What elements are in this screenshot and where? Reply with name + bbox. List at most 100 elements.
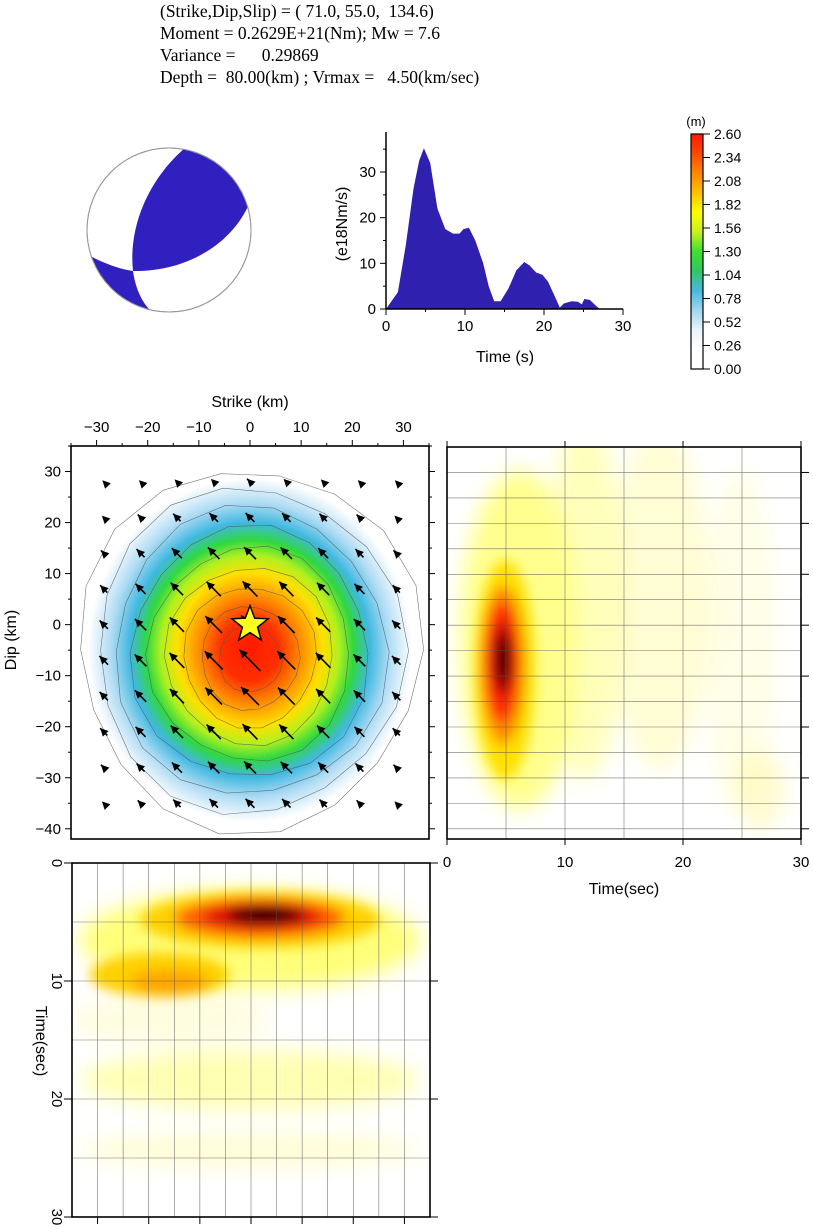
rake-arrow	[137, 799, 147, 809]
rake-arrow-head	[170, 582, 180, 592]
rake-arrow-head	[135, 583, 145, 593]
rake-arrow	[391, 619, 401, 630]
rake-arrow-head	[279, 724, 288, 734]
rake-arrow-head	[206, 581, 216, 591]
slip-contour-line	[183, 588, 318, 729]
rake-arrow	[392, 727, 402, 737]
stf-x-label: Time (s)	[476, 349, 534, 366]
strike-time-x-ticks	[97, 1217, 405, 1224]
rake-arrow	[100, 549, 110, 559]
rake-arrow	[277, 687, 296, 706]
rake-arrow-head	[355, 763, 364, 772]
rake-arrow	[353, 689, 366, 703]
rake-arrow-head	[282, 513, 291, 522]
rake-arrow	[246, 478, 256, 488]
rake-arrow-head	[392, 728, 402, 737]
rake-arrow	[135, 583, 147, 595]
rake-arrow-head	[318, 548, 327, 557]
slip-map-x-tick-label: −10	[186, 419, 211, 436]
slip-map-y-tick-label: −40	[36, 821, 61, 838]
rake-arrow-head	[356, 514, 366, 524]
beachball-compressional-quadrant-main	[132, 148, 250, 272]
rake-arrow-head	[100, 550, 110, 559]
rake-arrow	[276, 650, 296, 671]
rake-arrow-head	[245, 512, 255, 522]
strike-time-y-tick-label: 30	[48, 1209, 65, 1226]
rake-arrow	[352, 653, 366, 667]
dip-time-x-tick-label: 10	[557, 854, 574, 871]
rake-arrow-head	[100, 764, 110, 774]
slip-map-x-label: Strike (km)	[211, 394, 288, 411]
slip-map-x-tick-label: −20	[135, 419, 160, 436]
rake-arrow-head	[280, 547, 290, 556]
slip-map-y-tick-label: −20	[36, 719, 61, 736]
rake-arrow	[101, 801, 111, 810]
rake-arrow-head	[101, 801, 111, 810]
strike-time-y-label: Time(sec)	[32, 1006, 49, 1077]
dip-time-x-ticks: 0 10 20 30	[443, 441, 809, 871]
rake-arrow-head	[173, 799, 182, 809]
rake-arrow	[317, 547, 329, 559]
focal-mechanism-beachball	[86, 147, 252, 313]
rake-arrow-head	[394, 801, 403, 810]
rake-arrow-head	[353, 654, 363, 663]
moment-line: Moment = 0.2629E+21(Nm); Mw = 7.6	[160, 23, 440, 43]
rake-arrow-head	[315, 652, 325, 662]
rake-arrow-head	[316, 725, 326, 735]
rake-arrow-head	[137, 514, 147, 524]
rake-arrow-head	[391, 655, 401, 665]
rake-arrow-head	[280, 761, 290, 771]
slip-distribution-map: Strike (km) Dip (km) −30 −20 −10 0 10 20 30 −4…	[3, 394, 435, 840]
rake-arrow	[392, 549, 402, 559]
rake-arrow	[135, 726, 147, 738]
rake-arrow	[238, 649, 262, 672]
colorbar-tick-label: 0.78	[714, 291, 741, 307]
rake-arrow	[101, 515, 111, 525]
rake-arrow-head	[205, 687, 214, 697]
colorbar-unit-label: (m)	[686, 114, 706, 129]
rake-arrow	[137, 513, 147, 524]
strike-time-y-tick-label: 10	[48, 973, 65, 990]
rake-arrow	[278, 724, 295, 740]
rake-arrow	[317, 761, 329, 774]
rake-arrow	[281, 512, 292, 523]
rake-arrow	[169, 688, 185, 704]
depth-line: Depth = 80.00(km) ; Vrmax = 4.50(km/sec)	[160, 67, 480, 87]
rake-arrow-head	[138, 480, 148, 489]
slip-contour-line	[201, 606, 301, 711]
stf-x-tick-label: 20	[536, 318, 553, 335]
rake-arrow-head	[392, 620, 401, 629]
rake-arrow	[315, 652, 332, 669]
strike-dip-slip-line: (Strike,Dip,Slip) = ( 71.0, 55.0, 134.6)	[160, 1, 434, 21]
slip-map-x-tick-label: 30	[395, 419, 412, 436]
solution-summary: (Strike,Dip,Slip) = ( 71.0, 55.0, 134.6)…	[160, 0, 479, 88]
rake-arrow	[134, 653, 148, 667]
rake-arrow	[204, 687, 223, 706]
rake-arrow-head	[392, 691, 401, 701]
rake-arrow-head	[242, 724, 251, 733]
rake-arrow-head	[171, 762, 181, 771]
stf-y-ticks: 0 10 20 30	[359, 148, 386, 318]
rake-arrow-head	[99, 620, 109, 629]
rake-arrow-head	[355, 549, 364, 558]
rake-arrow-head	[319, 513, 328, 523]
rake-arrow	[315, 688, 331, 704]
rake-arrow-head	[135, 726, 145, 736]
stf-area	[386, 148, 623, 309]
rake-arrow-head	[242, 581, 251, 590]
slip-contours	[80, 473, 424, 835]
rake-arrow	[135, 762, 146, 773]
strike-time-y-tick-label: 0	[48, 859, 65, 867]
rake-arrow-head	[239, 649, 248, 659]
rake-arrow	[134, 618, 147, 631]
rake-arrow	[353, 618, 366, 631]
rake-arrow-head	[205, 616, 214, 625]
rake-arrow	[99, 691, 109, 701]
rake-arrow-head	[134, 618, 144, 628]
rake-arrow-head	[282, 798, 291, 808]
slip-map-x-tick-label: −30	[84, 419, 109, 436]
rake-arrow	[99, 727, 109, 737]
rake-arrow	[168, 652, 185, 669]
rake-arrow-head	[245, 798, 255, 808]
rake-arrow	[210, 478, 220, 488]
